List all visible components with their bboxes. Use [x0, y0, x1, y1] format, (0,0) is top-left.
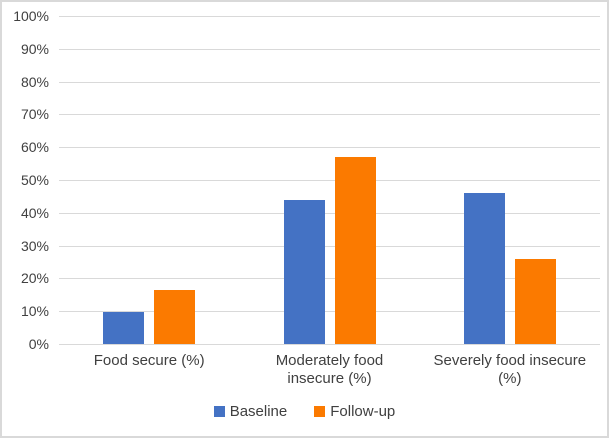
y-axis-tick-label-0: 0%	[28, 336, 49, 352]
plot-area	[59, 16, 600, 345]
legend-item-follow-up: Follow-up	[314, 403, 395, 420]
gridline-40	[59, 212, 600, 214]
y-axis-tick-label-10: 10%	[20, 303, 49, 320]
y-axis-tick-label-50: 50%	[20, 172, 49, 188]
x-axis-category-slot-1: Food secure (%)	[59, 352, 239, 388]
x-axis-labels: Food secure (%) Moderately food insecure …	[59, 352, 600, 388]
y-axis-tick-label-30: 30%	[20, 237, 49, 254]
gridline-70	[59, 114, 600, 116]
y-axis-tick-label-70: 70%	[20, 106, 49, 123]
bar-baseline-3	[463, 193, 505, 344]
bar-follow-up-3	[514, 258, 556, 344]
x-axis-category-label-1: Food secure (%)	[93, 352, 205, 369]
x-axis-category-label-3: Severely food insecure (%)	[433, 352, 587, 387]
y-axis-tick-label-20: 20%	[20, 270, 49, 287]
legend-swatch-follow-up	[314, 406, 326, 417]
y-axis-tick-label-90: 90%	[20, 40, 49, 57]
gridline-80	[59, 81, 600, 83]
legend-label-follow-up: Follow-up	[330, 403, 396, 420]
x-axis-category-slot-2: Moderately food insecure (%)	[239, 352, 419, 388]
y-axis-tick-label-100: 100%	[13, 8, 49, 24]
legend-swatch-baseline	[213, 406, 225, 417]
gridline-0	[59, 344, 600, 345]
bar-follow-up-1	[154, 289, 196, 344]
gridline-100	[59, 16, 600, 17]
gridline-20	[59, 278, 600, 280]
bar-baseline-1	[103, 311, 145, 344]
x-axis-category-label-2: Moderately food insecure (%)	[275, 352, 384, 387]
gridline-50	[59, 180, 600, 181]
gridline-10	[59, 311, 600, 313]
legend: Baseline Follow-up	[2, 403, 607, 420]
y-axis-tick-label-40: 40%	[20, 204, 49, 221]
gridline-90	[59, 48, 600, 50]
y-axis-tick-label-80: 80%	[20, 73, 49, 90]
gridline-30	[59, 245, 600, 247]
x-axis-category-slot-3: Severely food insecure (%)	[420, 352, 600, 388]
bar-follow-up-2	[334, 157, 376, 344]
bar-baseline-2	[283, 199, 325, 344]
y-axis-tick-label-60: 60%	[20, 139, 49, 156]
legend-label-baseline: Baseline	[229, 403, 288, 420]
gridline-60	[59, 147, 600, 149]
legend-item-baseline: Baseline	[213, 403, 288, 420]
